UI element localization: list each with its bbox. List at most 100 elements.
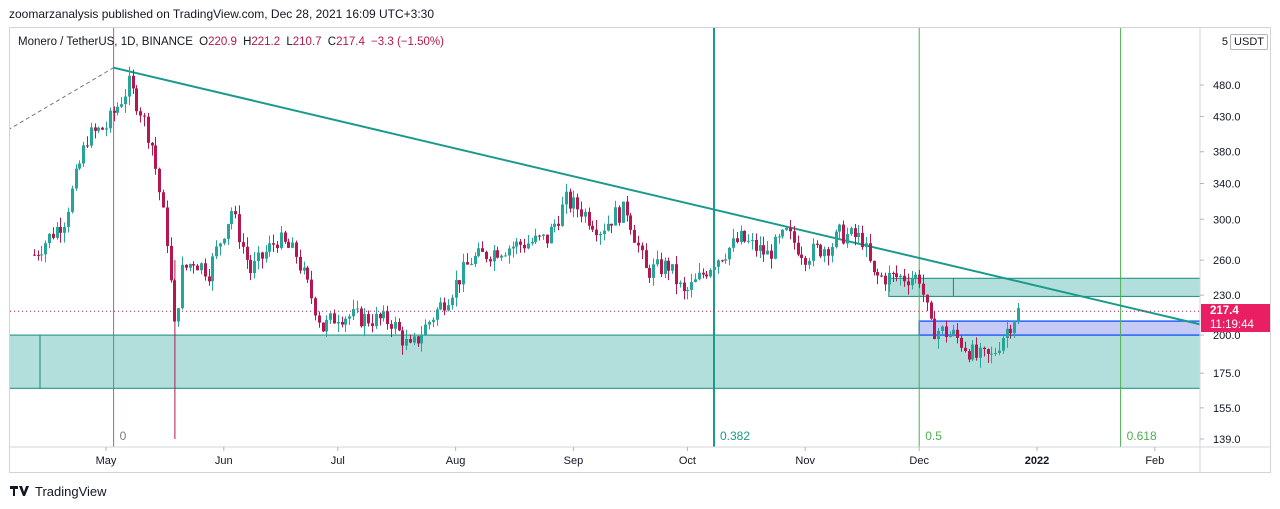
candle-body [857, 232, 860, 238]
candle-body [253, 261, 256, 274]
candle-body [56, 226, 59, 238]
candle-body [219, 243, 222, 247]
candle-body [964, 347, 967, 352]
candle-body [189, 264, 192, 268]
candle-body [705, 274, 708, 277]
candle-body [922, 283, 925, 295]
candle-body [709, 269, 712, 277]
candle-body [295, 242, 298, 257]
candle-body [892, 272, 895, 274]
candle-body [584, 211, 587, 217]
candle-body [861, 232, 864, 248]
symbol-name[interactable]: Monero / TetherUS, 1D, BINANCE [18, 36, 193, 48]
candle-body [626, 201, 629, 216]
fib-label-0: 0 [120, 429, 127, 443]
publish-header: zoomarzanalysis published on TradingView… [9, 7, 435, 21]
candle-body [911, 279, 914, 286]
candle-body [477, 248, 480, 256]
candle-body [918, 274, 921, 284]
high-label: H [243, 36, 252, 48]
footer-brand[interactable]: TradingView [35, 484, 107, 499]
candle-body [223, 238, 226, 244]
candle-body [633, 229, 636, 243]
x-tick-label: Sep [564, 455, 584, 467]
fib-label-1: 0.382 [720, 429, 750, 443]
candle-body [797, 242, 800, 255]
candle-body [854, 228, 857, 238]
candle-body [538, 235, 541, 237]
candle-body [413, 336, 416, 343]
candle-body [496, 250, 499, 258]
currency-button[interactable]: USDT [1230, 34, 1268, 50]
candle-body [789, 227, 792, 232]
candle-body [48, 233, 51, 244]
candle-body [276, 244, 279, 249]
candle-body [800, 254, 803, 258]
candle-body [1013, 322, 1016, 334]
candle-body [880, 275, 883, 277]
candle-body [424, 324, 427, 336]
candle-body [588, 211, 591, 226]
candle-body [987, 349, 990, 354]
candle-body [945, 326, 948, 337]
y-tick-label: 340.0 [1213, 179, 1241, 191]
scale-indicator[interactable]: 5 USDT [1222, 34, 1268, 50]
candle-body [455, 280, 458, 298]
candle-body [314, 298, 317, 316]
candle-body [637, 242, 640, 246]
candle-body [572, 197, 575, 209]
candle-body [698, 272, 701, 280]
candle-body [781, 229, 784, 237]
candle-body [994, 352, 997, 354]
candle-body [143, 115, 146, 117]
candle-body [291, 242, 294, 248]
candle-body [736, 238, 739, 242]
candle-body [124, 96, 127, 105]
candle-body [489, 259, 492, 262]
candle-body [40, 254, 43, 256]
candle-body [284, 232, 287, 242]
candle-body [968, 351, 971, 360]
candle-body [113, 110, 116, 113]
candles [33, 66, 1020, 439]
candle-body [192, 264, 195, 266]
candle-body [242, 242, 245, 247]
candle-body [379, 313, 382, 319]
candle-body [755, 239, 758, 251]
candle-body [139, 111, 142, 116]
candle-body [838, 224, 841, 232]
candle-body [770, 250, 773, 259]
candle-body [436, 309, 439, 320]
candle-body [599, 234, 602, 236]
candle-body [325, 319, 328, 332]
candle-body [303, 267, 306, 271]
candle-body [933, 318, 936, 340]
candle-body [151, 142, 154, 146]
low-value: 210.7 [292, 36, 322, 48]
fib-label-3: 0.618 [1127, 429, 1157, 443]
candle-body [565, 191, 568, 205]
candle-body [531, 241, 534, 244]
tradingview-logo-icon[interactable] [10, 484, 30, 499]
candle-body [116, 106, 119, 113]
candle-body [591, 225, 594, 230]
candle-body [200, 263, 203, 271]
candle-body [998, 350, 1001, 353]
candle-body [265, 251, 268, 259]
candle-body [204, 263, 207, 277]
candle-body [466, 262, 469, 265]
candle-body [59, 226, 62, 233]
candle-body [523, 244, 526, 249]
candle-body [451, 297, 454, 306]
candle-body [322, 322, 325, 332]
candle-body [208, 276, 211, 282]
candle-body [211, 256, 214, 282]
candle-body [622, 201, 625, 223]
candle-body [185, 264, 188, 268]
candle-body [170, 245, 173, 281]
candle-body [196, 265, 199, 271]
candle-body [132, 75, 135, 89]
candle-body [512, 246, 515, 249]
candle-body [747, 240, 750, 242]
